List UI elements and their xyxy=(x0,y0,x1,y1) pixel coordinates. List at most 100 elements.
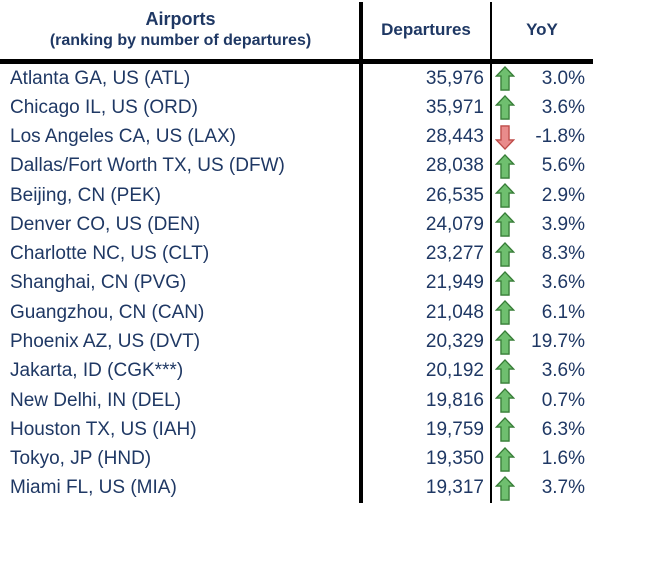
trend-arrow-icon xyxy=(495,183,515,208)
table-row: Shanghai, CN (PVG) 21,949 3.6% xyxy=(0,269,593,298)
yoy-cell: 6.3% xyxy=(491,417,593,443)
yoy-value: 2.9% xyxy=(541,184,585,206)
trend-arrow-icon xyxy=(495,358,515,384)
departures-value: 19,350 xyxy=(425,448,484,470)
yoy-cell: 6.1% xyxy=(491,300,593,325)
table-row: Phoenix AZ, US (DVT) 20,329 19.7% xyxy=(0,327,593,356)
table-row: Dallas/Fort Worth TX, US (DFW) 28,038 5.… xyxy=(0,152,593,181)
airport-name: Chicago IL, US (ORD) xyxy=(10,96,198,118)
trend-arrow-icon xyxy=(495,475,515,501)
yoy-value: 6.1% xyxy=(541,301,585,323)
yoy-cell: 0.7% xyxy=(491,388,593,413)
yoy-cell: 3.6% xyxy=(491,270,593,296)
up-arrow-icon xyxy=(495,183,515,208)
yoy-value: 3.6% xyxy=(541,272,585,294)
yoy-cell: -1.8% xyxy=(491,124,593,150)
down-arrow-icon xyxy=(495,124,515,150)
table-body: Atlanta GA, US (ATL) 35,976 3.0% Chicago… xyxy=(0,64,593,503)
yoy-value: 5.6% xyxy=(541,155,585,177)
departures-value: 21,048 xyxy=(425,301,484,323)
departures-value: 35,976 xyxy=(425,67,484,89)
trend-arrow-icon xyxy=(495,329,515,355)
up-arrow-icon xyxy=(495,358,515,384)
yoy-cell: 1.6% xyxy=(491,446,593,472)
airport-name: Guangzhou, CN (CAN) xyxy=(10,301,205,323)
yoy-column-title: YoY xyxy=(526,19,558,39)
airport-name: Houston TX, US (IAH) xyxy=(10,418,197,440)
yoy-value: 0.7% xyxy=(541,389,585,411)
column-divider-departures-yoy xyxy=(490,2,492,503)
yoy-value: 1.6% xyxy=(541,448,585,470)
up-arrow-icon xyxy=(495,417,515,443)
yoy-value: 8.3% xyxy=(541,243,585,265)
yoy-cell: 8.3% xyxy=(491,241,593,267)
yoy-value: 6.3% xyxy=(541,418,585,440)
yoy-cell: 3.7% xyxy=(491,475,593,501)
up-arrow-icon xyxy=(495,300,515,325)
trend-arrow-icon xyxy=(495,270,515,296)
up-arrow-icon xyxy=(495,475,515,501)
airport-name: Beijing, CN (PEK) xyxy=(10,184,161,206)
yoy-cell: 19.7% xyxy=(491,329,593,355)
up-arrow-icon xyxy=(495,329,515,355)
departures-value: 19,317 xyxy=(425,477,484,499)
up-arrow-icon xyxy=(495,270,515,296)
departures-value: 21,949 xyxy=(425,272,484,294)
trend-arrow-icon xyxy=(495,388,515,413)
column-divider-airports-departures xyxy=(359,2,363,503)
trend-arrow-icon xyxy=(495,446,515,472)
up-arrow-icon xyxy=(495,95,515,121)
airport-name: Dallas/Fort Worth TX, US (DFW) xyxy=(10,155,285,177)
airports-column-title: Airports xyxy=(145,9,216,30)
up-arrow-icon xyxy=(495,212,515,238)
trend-arrow-icon xyxy=(495,300,515,325)
yoy-cell: 2.9% xyxy=(491,183,593,208)
table-row: Guangzhou, CN (CAN) 21,048 6.1% xyxy=(0,298,593,327)
departures-column-title: Departures xyxy=(381,19,471,39)
yoy-value: 3.6% xyxy=(541,96,585,118)
table-row: Chicago IL, US (ORD) 35,971 3.6% xyxy=(0,93,593,122)
yoy-cell: 5.6% xyxy=(491,153,593,179)
trend-arrow-icon xyxy=(495,124,515,150)
departures-value: 24,079 xyxy=(425,213,484,235)
departures-value: 20,329 xyxy=(425,331,484,353)
trend-arrow-icon xyxy=(495,95,515,121)
airport-name: Denver CO, US (DEN) xyxy=(10,213,201,235)
table-row: Los Angeles CA, US (LAX) 28,443 -1.8% xyxy=(0,123,593,152)
yoy-value: 3.0% xyxy=(541,67,585,89)
trend-arrow-icon xyxy=(495,66,515,91)
airport-name: Tokyo, JP (HND) xyxy=(10,448,152,470)
up-arrow-icon xyxy=(495,66,515,91)
airport-name: Shanghai, CN (PVG) xyxy=(10,272,187,294)
yoy-cell: 3.9% xyxy=(491,212,593,238)
departures-value: 19,759 xyxy=(425,418,484,440)
trend-arrow-icon xyxy=(495,241,515,267)
departures-value: 26,535 xyxy=(425,184,484,206)
table-header: Airports (ranking by number of departure… xyxy=(0,0,593,59)
airports-column-header: Airports (ranking by number of departure… xyxy=(0,0,361,59)
departures-value: 28,443 xyxy=(425,126,484,148)
trend-arrow-icon xyxy=(495,153,515,179)
airports-column-subtitle: (ranking by number of departures) xyxy=(49,31,312,49)
yoy-cell: 3.0% xyxy=(491,66,593,91)
yoy-cell: 3.6% xyxy=(491,358,593,384)
airport-name: New Delhi, IN (DEL) xyxy=(10,389,182,411)
airport-name: Miami FL, US (MIA) xyxy=(10,477,177,499)
departures-value: 28,038 xyxy=(425,155,484,177)
table-row: Charlotte NC, US (CLT) 23,277 8.3% xyxy=(0,240,593,269)
up-arrow-icon xyxy=(495,388,515,413)
airport-name: Atlanta GA, US (ATL) xyxy=(10,67,191,89)
trend-arrow-icon xyxy=(495,417,515,443)
table-row: New Delhi, IN (DEL) 19,816 0.7% xyxy=(0,386,593,415)
up-arrow-icon xyxy=(495,153,515,179)
up-arrow-icon xyxy=(495,446,515,472)
yoy-value: 19.7% xyxy=(531,331,585,353)
up-arrow-icon xyxy=(495,241,515,267)
table-row: Atlanta GA, US (ATL) 35,976 3.0% xyxy=(0,64,593,93)
yoy-cell: 3.6% xyxy=(491,95,593,121)
trend-arrow-icon xyxy=(495,212,515,238)
header-divider-line xyxy=(0,59,593,64)
table-row: Beijing, CN (PEK) 26,535 2.9% xyxy=(0,181,593,210)
yoy-value: -1.8% xyxy=(535,126,585,148)
